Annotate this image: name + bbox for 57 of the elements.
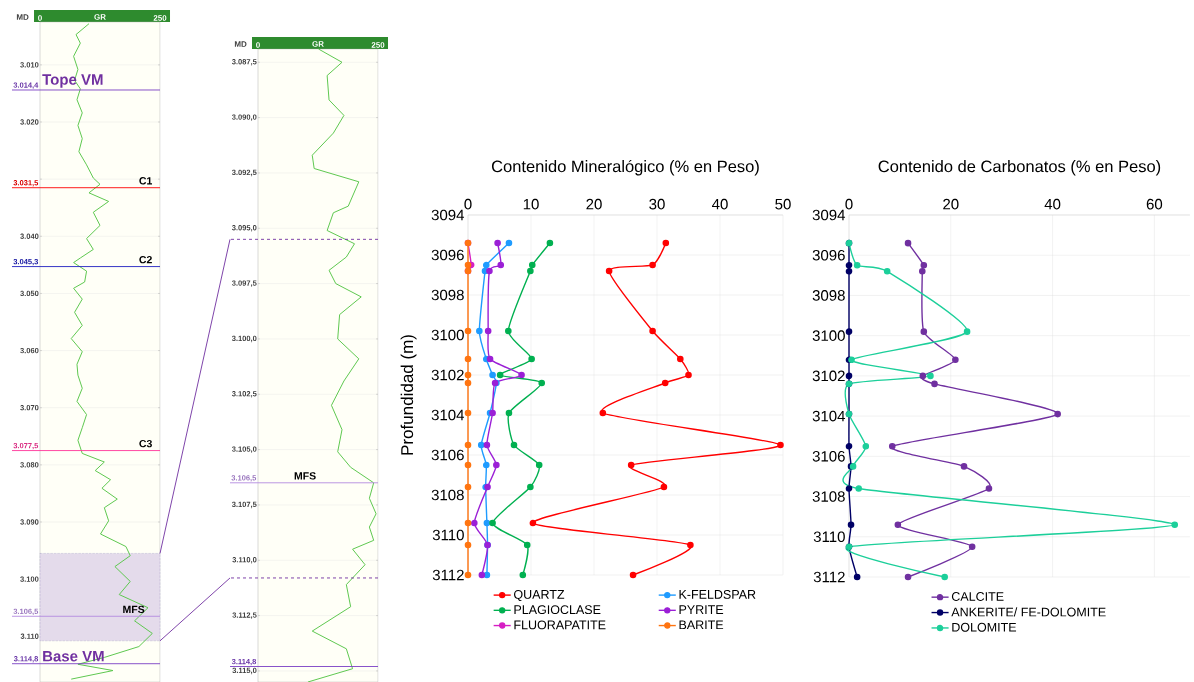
y-tick-label: 3104	[812, 410, 846, 422]
y-tick-label: 3110	[432, 529, 464, 541]
legend-label: CALCITE	[951, 592, 1004, 601]
y-tick-label: 3094	[812, 209, 846, 221]
legend-label: QUARTZ	[514, 590, 565, 602]
y-axis-title: MD	[16, 14, 29, 20]
y-tick-label: 3106	[812, 451, 845, 462]
chart-title: Contenido Mineralógico (% en Peso)	[491, 159, 759, 176]
y-tick-label: 3110	[813, 531, 845, 543]
x-axis-title: GR	[94, 14, 106, 20]
legend-label: FLUORAPATITE	[514, 620, 606, 630]
x-tick-label: 0	[256, 42, 260, 48]
y-tick-label: 3112	[432, 569, 464, 581]
y-tick-label: 3108	[812, 491, 845, 502]
y-tick-label: 3108	[431, 489, 464, 501]
x-tick-label: 10	[523, 198, 539, 210]
annotation: C1	[139, 177, 153, 185]
x-tick-label: 30	[649, 198, 665, 210]
x-tick-label: 0	[464, 198, 472, 210]
x-tick-label: 60	[1146, 198, 1163, 210]
annotation: MFS	[123, 605, 145, 614]
y-tick-label: 3104	[431, 409, 465, 421]
annotation: C2	[139, 255, 152, 264]
y-tick-label: 3098	[431, 289, 464, 301]
x-tick-label: 50	[775, 198, 791, 210]
y-tick-label: 3098	[812, 290, 845, 301]
y-tick-label: 3100	[431, 329, 464, 341]
annotation: MFS	[294, 472, 316, 480]
y-tick-label: 3096	[812, 249, 845, 261]
annotation: Base VM	[43, 651, 104, 662]
x-tick-label: 40	[1044, 198, 1061, 210]
x-tick-label: 20	[943, 198, 959, 210]
y-axis-title: MD	[234, 41, 247, 47]
x-tick-label: 0	[845, 198, 853, 210]
legend-label: DOLOMITE	[952, 622, 1017, 632]
y-tick-label: 3102	[812, 370, 845, 382]
legend-label: K-FELDSPAR	[679, 590, 756, 599]
annotation: C3	[139, 439, 152, 448]
y-axis-title: Profundidad (m)	[400, 335, 417, 455]
x-tick-label: 250	[371, 42, 385, 48]
y-tick-label: 3102	[431, 369, 464, 381]
legend-label: BARITE	[679, 620, 724, 630]
x-axis-title: GR	[312, 41, 324, 47]
legend-label: PLAGIOCLASE	[514, 605, 601, 615]
x-tick-label: 250	[153, 15, 167, 21]
annotation: Tope VM	[42, 74, 103, 88]
legend-label: PYRITE	[679, 605, 724, 614]
x-tick-label: 0	[38, 15, 42, 21]
legend-label: ANKERITE/ FE-DOLOMITE	[951, 607, 1106, 617]
y-tick-label: 3094	[431, 209, 465, 221]
y-tick-label: 3096	[431, 249, 464, 261]
y-tick-label: 3112	[813, 571, 845, 583]
x-tick-label: 40	[712, 198, 728, 210]
chart-title: Contenido de Carbonatos (% en Peso)	[878, 160, 1161, 176]
y-tick-label: 3106	[431, 449, 464, 461]
y-tick-label: 3100	[812, 330, 845, 341]
x-tick-label: 20	[586, 198, 602, 210]
